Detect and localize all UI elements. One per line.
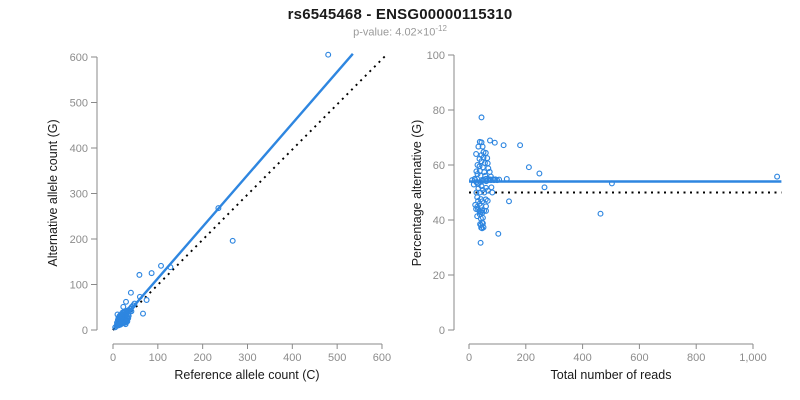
y-tick-label: 60	[433, 160, 445, 172]
data-point	[128, 308, 135, 315]
data-point	[131, 300, 138, 307]
data-point	[506, 198, 512, 205]
y-tick-label: 100	[427, 50, 445, 62]
data-point	[478, 114, 485, 121]
right-y-axis-title: Percentage alternative (G)	[410, 120, 424, 267]
y-tick-label: 200	[70, 234, 88, 246]
data-point	[148, 270, 155, 277]
data-point	[503, 176, 510, 182]
y-tick-label: 500	[70, 98, 88, 110]
y-tick-label: 40	[433, 215, 445, 227]
data-point	[475, 143, 482, 150]
data-point	[500, 142, 507, 149]
y-tick-label: 0	[82, 325, 88, 337]
x-tick-label: 400	[573, 352, 591, 364]
right-x-axis-title: Total number of reads	[551, 368, 672, 382]
data-point	[473, 168, 480, 175]
left-data-points	[112, 51, 332, 331]
x-tick-label: 0	[466, 352, 472, 364]
data-point	[481, 169, 488, 176]
data-point	[482, 172, 489, 179]
x-tick-label: 1,000	[739, 352, 767, 364]
data-point	[229, 237, 236, 244]
data-point	[481, 189, 488, 196]
data-point	[136, 271, 143, 278]
identity-line	[112, 54, 388, 331]
chart-subtitle: p-value: 4.02×10-12	[0, 24, 800, 39]
y-tick-label: 80	[433, 105, 445, 117]
left-fit-lines	[112, 53, 388, 331]
left-y-axis-title: Alternative allele count (G)	[46, 119, 60, 266]
y-tick-label: 0	[439, 325, 445, 337]
data-point	[167, 264, 174, 271]
data-point	[597, 210, 604, 217]
left-scatter-plot: 0 100 200 300 400 500 600 0 100 200 300 400 500 600 R…	[46, 51, 392, 382]
data-point	[477, 239, 484, 246]
right-axes: 0 200 400 600 800 1,000 0 20 40 60 80 100	[427, 50, 767, 364]
data-point	[123, 298, 129, 305]
data-point	[123, 319, 129, 326]
data-point	[517, 142, 524, 149]
data-point	[525, 164, 532, 171]
data-point	[140, 310, 146, 317]
data-point	[215, 205, 222, 212]
data-point	[541, 184, 548, 191]
data-point	[536, 170, 543, 177]
left-axes: 0 100 200 300 400 500 600 0 100 200 300 400 500 600	[70, 52, 392, 364]
x-tick-label: 800	[687, 352, 705, 364]
left-x-axis-title: Reference allele count (C)	[174, 368, 319, 382]
pvalue-text: p-value: 4.02×10	[353, 26, 436, 39]
data-point	[495, 230, 502, 237]
data-point	[474, 171, 481, 178]
x-tick-label: 500	[328, 352, 346, 364]
y-tick-label: 100	[70, 280, 88, 292]
data-point	[487, 137, 493, 144]
data-point	[158, 262, 164, 269]
data-point	[136, 293, 143, 300]
right-fit-lines	[469, 180, 782, 194]
x-tick-label: 400	[283, 352, 301, 364]
data-point	[489, 189, 496, 196]
data-point	[473, 151, 480, 157]
regression-line	[112, 53, 354, 331]
y-tick-label: 400	[70, 143, 88, 155]
data-point	[477, 215, 484, 222]
data-point	[120, 303, 127, 310]
right-data-points	[469, 114, 781, 246]
data-point	[325, 51, 332, 58]
y-tick-label: 20	[433, 270, 445, 282]
data-point	[127, 289, 134, 296]
data-point	[608, 180, 615, 187]
data-point	[143, 297, 150, 303]
data-point	[485, 165, 492, 172]
data-point	[471, 175, 478, 182]
y-tick-label: 300	[70, 189, 88, 201]
data-point	[491, 139, 498, 146]
x-tick-label: 0	[110, 352, 116, 364]
data-point	[774, 173, 781, 180]
x-tick-label: 100	[149, 352, 167, 364]
pvalue-exponent: -12	[435, 24, 447, 33]
x-tick-label: 600	[373, 352, 391, 364]
data-point	[487, 173, 494, 180]
x-tick-label: 200	[517, 352, 535, 364]
data-point	[484, 197, 491, 204]
chart-title: rs6545468 - ENSG00000115310	[287, 6, 513, 23]
data-point	[496, 176, 503, 183]
y-tick-label: 600	[70, 52, 88, 64]
right-scatter-plot: 0 200 400 600 800 1,000 0 20 40 60 80 100 Total num…	[410, 50, 782, 382]
x-tick-label: 200	[193, 352, 211, 364]
data-point	[479, 143, 486, 150]
x-tick-label: 600	[630, 352, 648, 364]
data-point	[483, 175, 489, 182]
x-tick-label: 300	[238, 352, 256, 364]
data-point	[479, 225, 486, 232]
